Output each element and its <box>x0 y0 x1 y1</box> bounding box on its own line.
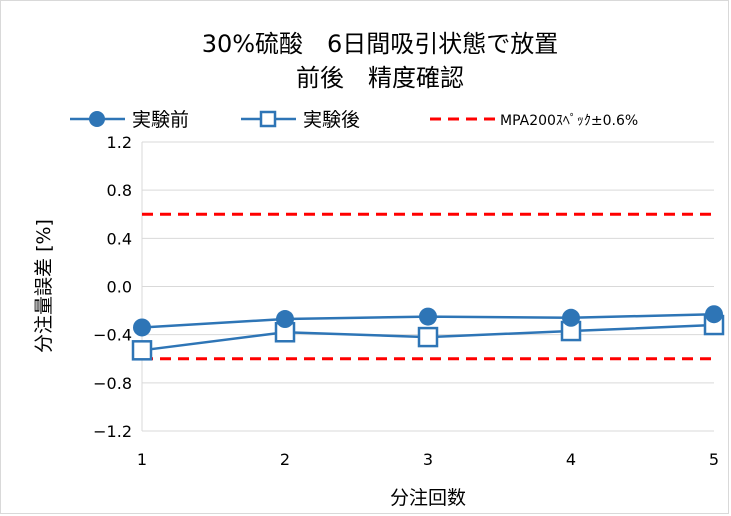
legend-label-after: 実験後 <box>303 109 360 131</box>
series-before-point <box>562 308 580 327</box>
x-tick-label: 1 <box>137 450 147 469</box>
x-axis-ticks: 1 2 3 4 5 <box>137 450 719 469</box>
legend-marker-before <box>89 111 105 127</box>
series-before-point <box>705 305 723 324</box>
series-after-point <box>131 340 153 361</box>
legend-label-before: 実験前 <box>132 109 189 131</box>
chart-title-line1: 30%硫酸 6日間吸引状態で放置 <box>202 30 559 58</box>
y-tick-label: −0.8 <box>93 374 132 393</box>
legend-label-spec: MPA200ｽﾍﾟｯｸ±0.6% <box>500 113 638 129</box>
gridlines <box>141 141 714 432</box>
y-tick-label: −0.4 <box>93 326 132 345</box>
series-before-point <box>276 310 294 329</box>
legend-marker-after <box>259 110 277 128</box>
y-axis-label: 分注量誤差 [%] <box>33 219 55 353</box>
legend: 実験前 実験後 MPA200ｽﾍﾟｯｸ±0.6% <box>70 109 638 131</box>
x-tick-label: 5 <box>709 450 719 469</box>
series-group <box>131 305 725 361</box>
y-tick-label: 0.0 <box>107 278 132 297</box>
x-tick-label: 4 <box>566 450 576 469</box>
x-axis-label: 分注回数 <box>390 487 466 509</box>
series-after-point <box>417 326 439 348</box>
x-tick-label: 2 <box>280 450 290 469</box>
series-before-point <box>133 318 151 337</box>
y-tick-label: 1.2 <box>107 133 132 152</box>
y-axis-ticks: 1.2 0.8 0.4 0.0 −0.4 −0.8 −1.2 <box>93 133 132 441</box>
chart-title-line2: 前後 精度確認 <box>296 64 464 92</box>
y-tick-label: −1.2 <box>93 422 132 441</box>
x-tick-label: 3 <box>423 450 433 469</box>
y-tick-label: 0.4 <box>107 229 132 248</box>
series-before-point <box>419 307 437 326</box>
spec-limit-lines <box>142 212 714 361</box>
y-tick-label: 0.8 <box>107 181 132 200</box>
